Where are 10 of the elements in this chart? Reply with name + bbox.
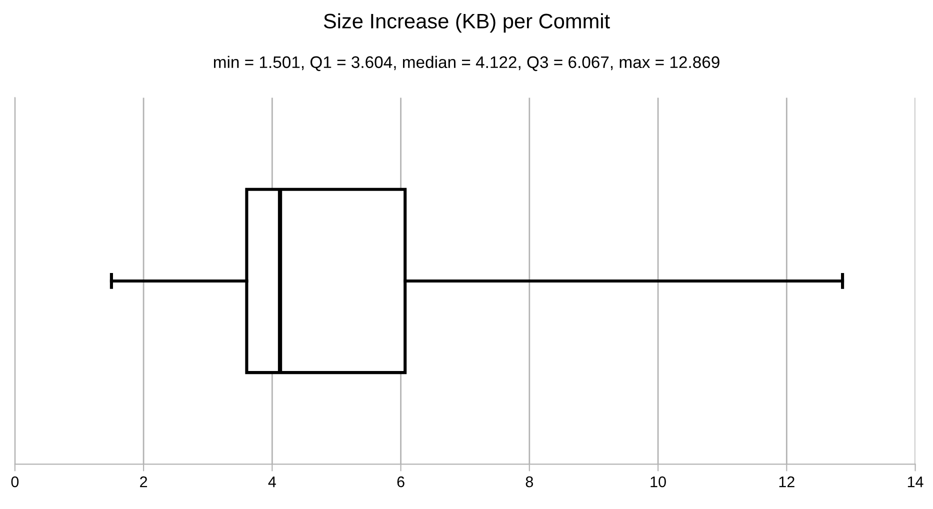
x-tick-label: 4 <box>268 476 276 488</box>
x-tick-label: 6 <box>397 476 404 488</box>
x-tick-label: 2 <box>140 476 148 488</box>
x-tick-label: 12 <box>779 476 794 488</box>
x-tick-label: 0 <box>11 476 19 488</box>
x-tick-label: 10 <box>650 476 666 488</box>
x-tick-label: 8 <box>526 476 533 488</box>
chart-subtitle: min = 1.501, Q1 = 3.604, median = 4.122, Q3 = 6.067, max = 12.869 <box>214 56 720 72</box>
chart-title: Size Increase (KB) per Commit <box>324 13 610 33</box>
x-tick-label: 14 <box>908 476 924 488</box>
